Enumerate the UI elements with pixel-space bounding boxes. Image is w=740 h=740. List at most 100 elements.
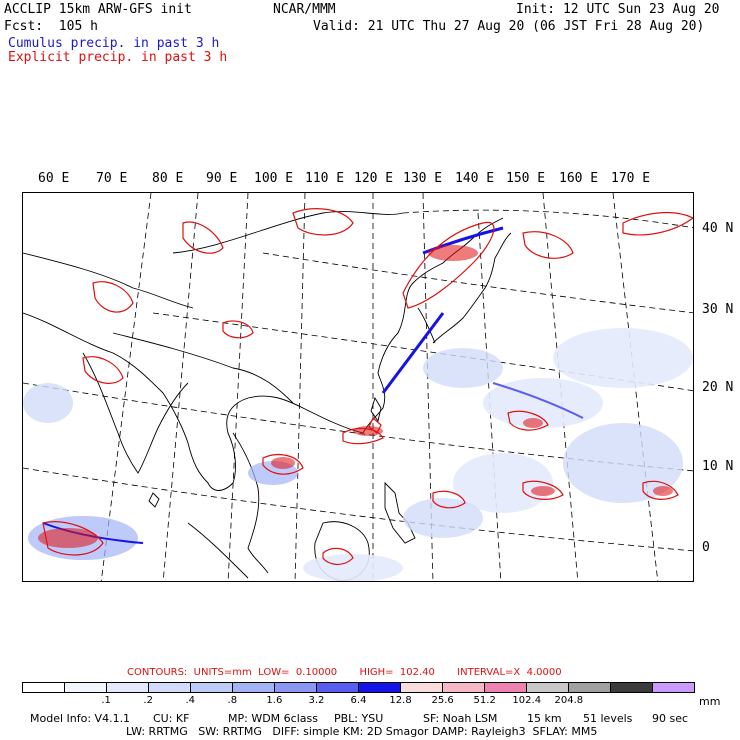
- footer-physics: LW: RRTMG SW: RRTMG DIFF: simple KM: 2D …: [126, 725, 598, 738]
- lon-label: 150 E: [506, 171, 546, 186]
- cumulus-patch: [453, 453, 553, 513]
- colorbar-unit: mm: [699, 695, 721, 708]
- colorbar-tick-label: 102.4: [512, 695, 542, 706]
- lon-label: 130 E: [403, 171, 443, 186]
- lon-line: [227, 193, 249, 581]
- colorbar: [22, 682, 695, 693]
- lat-0-line: [23, 467, 693, 552]
- lon-label: 120 E: [354, 171, 394, 186]
- lat-label: 40 N: [702, 221, 734, 236]
- colorbar-tick-label: 12.8: [389, 695, 412, 706]
- colorbar-tick-label: 6.4: [350, 695, 367, 706]
- explicit-fill: [428, 245, 478, 261]
- sri-lanka-outline: [148, 492, 160, 508]
- colorbar-tick-label: 51.2: [473, 695, 496, 706]
- japan-outline: [432, 232, 512, 344]
- colorbar-swatch: [23, 683, 65, 692]
- lon-label: 80 E: [152, 171, 184, 186]
- contour-label: CONTOURS:: [127, 667, 188, 678]
- explicit-precip-fill: [38, 245, 673, 548]
- colorbar-tick-label: 204.8: [554, 695, 584, 706]
- lat-label: 20 N: [702, 380, 734, 395]
- colorbar-swatch: [275, 683, 317, 692]
- colorbar-tick-label: .1: [101, 695, 111, 706]
- model-title: ACCLIP 15km ARW-GFS init: [4, 2, 192, 17]
- colorbar-tick-label: 25.6: [431, 695, 454, 706]
- lon-label: 160 E: [559, 171, 599, 186]
- explicit-contour: [522, 480, 564, 500]
- colorbar-swatch: [233, 683, 275, 692]
- lon-label: 140 E: [455, 171, 495, 186]
- lon-label: 70 E: [96, 171, 128, 186]
- explicit-fill: [38, 528, 98, 548]
- footer-cu: CU: KF: [153, 712, 190, 725]
- contour-low: LOW= 0.10000: [258, 667, 338, 678]
- explicit-contour: [642, 480, 679, 500]
- footer-resolution: 15 km: [527, 712, 562, 725]
- footer-sf: SF: Noah LSM: [423, 712, 498, 725]
- colorbar-swatch: [107, 683, 149, 692]
- colorbar-swatch: [65, 683, 107, 692]
- explicit-contour: [292, 208, 354, 236]
- footer-levels: 51 levels: [583, 712, 633, 725]
- lat-label: 30 N: [702, 302, 734, 317]
- lon-label: 110 E: [305, 171, 345, 186]
- precipitation-map: [22, 192, 694, 582]
- sumatra-outline: [187, 522, 249, 579]
- colorbar-tick-label: .4: [185, 695, 196, 706]
- cumulus-patch: [483, 378, 603, 428]
- explicit-contour: [222, 320, 254, 339]
- philippines-outline: [384, 481, 416, 544]
- colorbar-tick-label: 3.2: [308, 695, 325, 706]
- cumulus-band: [381, 312, 445, 394]
- colorbar-swatch: [191, 683, 233, 692]
- contour-units: UNITS=mm: [193, 667, 252, 678]
- explicit-contour: [322, 547, 354, 565]
- lon-line: [612, 193, 659, 581]
- taiwan-outline: [370, 396, 382, 423]
- colorbar-tick-label: .2: [143, 695, 153, 706]
- colorbar-swatch: [653, 683, 694, 692]
- lon-line: [100, 193, 152, 581]
- explicit-fill: [653, 486, 673, 496]
- lat-label: 10 N: [702, 459, 734, 474]
- central-asia-border: [23, 252, 194, 309]
- explicit-contour: [42, 521, 104, 556]
- colorbar-swatch: [611, 683, 653, 692]
- tibet-border: [112, 332, 294, 404]
- explicit-contour: [622, 212, 693, 236]
- colorbar-swatch: [401, 683, 443, 692]
- colorbar-swatch: [527, 683, 569, 692]
- cumulus-patch: [563, 423, 683, 503]
- contour-interval: INTERVAL=X 4.0000: [457, 667, 562, 678]
- cumulus-patch: [23, 383, 73, 423]
- cumulus-patch: [553, 328, 693, 388]
- organization-label: NCAR/MMM: [273, 2, 336, 17]
- colorbar-swatch: [569, 683, 611, 692]
- colorbar-swatch: [359, 683, 401, 692]
- china-border: [172, 211, 404, 254]
- india-outline: [82, 352, 189, 474]
- colorbar-swatch: [443, 683, 485, 692]
- explicit-fill: [523, 418, 543, 428]
- explicit-contour: [82, 356, 124, 384]
- lon-label: 100 E: [254, 171, 294, 186]
- explicit-fill: [271, 457, 295, 469]
- lat-label: 0: [702, 540, 710, 555]
- footer-mp: MP: WDM 6class: [228, 712, 318, 725]
- legend-explicit: Explicit precip. in past 3 h: [8, 50, 228, 65]
- explicit-contour: [507, 410, 549, 431]
- colorbar-swatch: [149, 683, 191, 692]
- cumulus-band: [492, 382, 584, 419]
- footer-model-info: Model Info: V4.1.1: [30, 712, 131, 725]
- map-canvas: [23, 193, 693, 581]
- cumulus-patch: [303, 554, 403, 581]
- explicit-contour: [262, 454, 304, 475]
- explicit-fill: [531, 486, 555, 496]
- forecast-hour: Fcst: 105 h: [4, 19, 98, 34]
- cumulus-patch: [423, 348, 503, 388]
- colorbar-swatch: [317, 683, 359, 692]
- explicit-contour: [92, 281, 134, 313]
- lon-label: 170 E: [611, 171, 651, 186]
- korea-outline: [417, 307, 436, 344]
